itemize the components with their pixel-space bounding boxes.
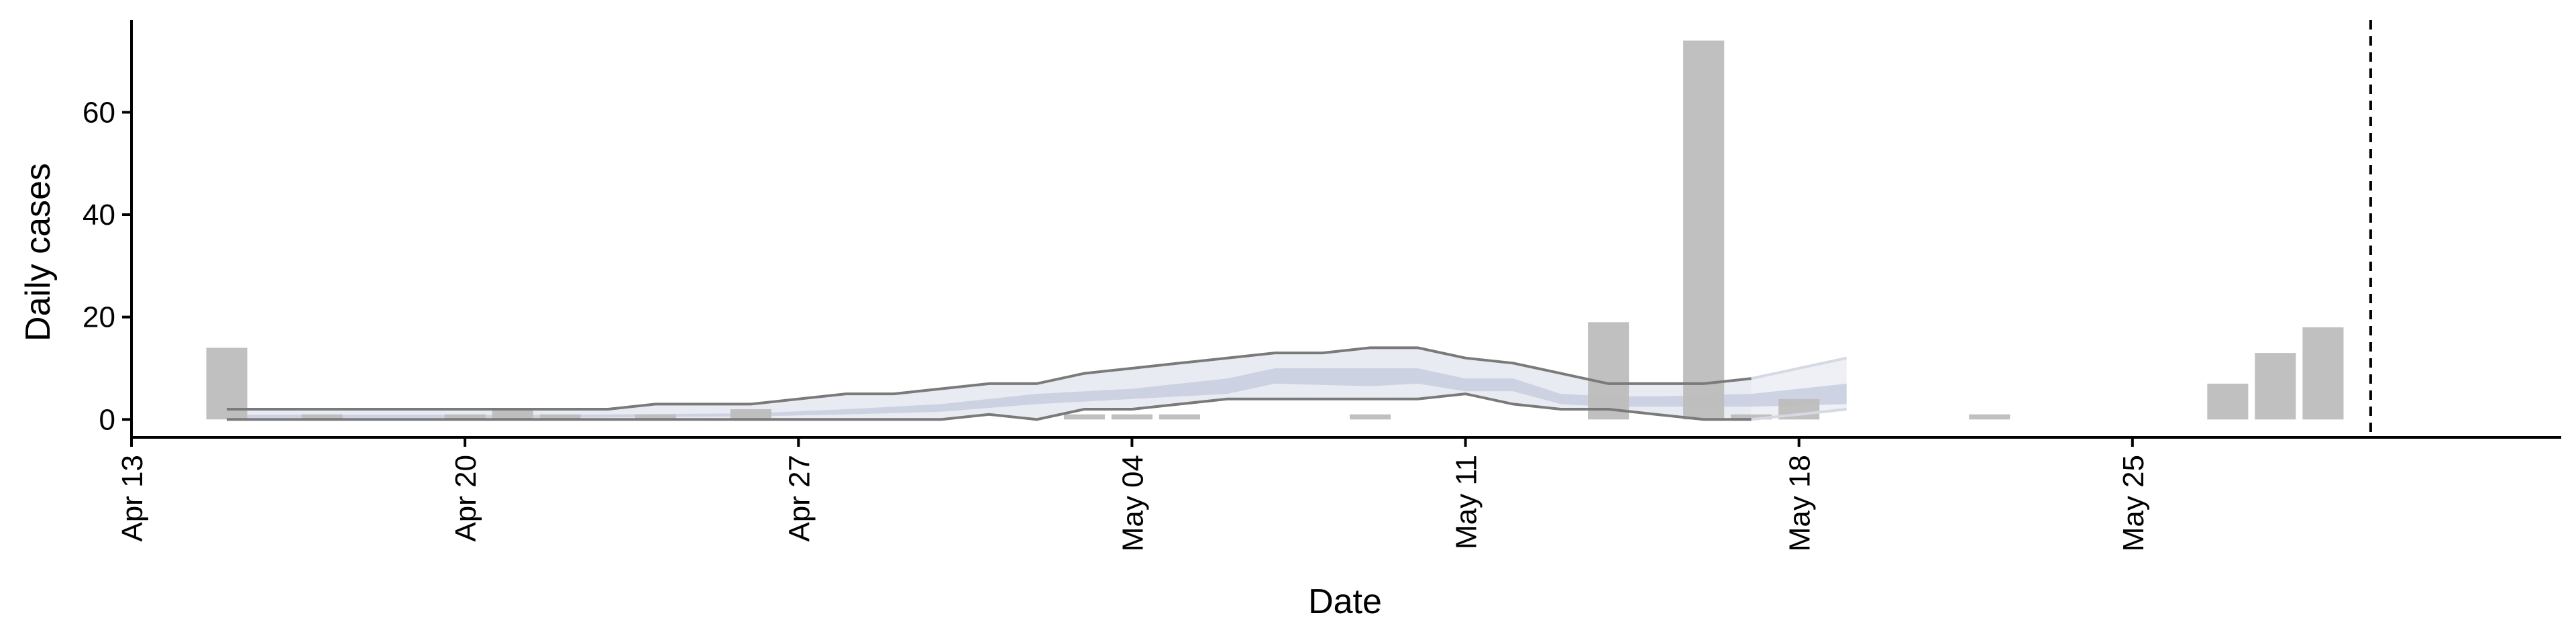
bar	[1350, 414, 1391, 420]
projection-upper-line	[1751, 356, 1847, 380]
x-tick-label: May 18	[1784, 455, 1817, 551]
estimate-bands	[227, 347, 1847, 420]
bar	[1111, 414, 1152, 420]
x-tick-label: Apr 13	[116, 455, 149, 542]
bar	[730, 409, 771, 420]
x-tick-label: Apr 20	[449, 455, 482, 542]
x-tick-label: Apr 27	[783, 455, 816, 542]
x-tick-label: May 04	[1116, 455, 1149, 551]
bar	[539, 414, 581, 420]
bar	[1063, 414, 1105, 420]
bar-series	[206, 40, 2344, 420]
outer-band	[227, 347, 1752, 420]
bar	[492, 409, 533, 420]
upper-boundary-line	[227, 346, 1752, 411]
y-tick-label: 60	[83, 96, 115, 129]
y-tick-label: 0	[99, 403, 115, 436]
lower-boundary-line	[227, 392, 1752, 421]
y-tick-label: 20	[83, 301, 115, 334]
bar	[1159, 414, 1200, 420]
x-tick-label: May 11	[1450, 455, 1483, 549]
inner-band	[227, 368, 1847, 418]
bar	[1588, 322, 1629, 420]
bar	[2302, 327, 2344, 420]
estimate-lines	[227, 346, 1847, 421]
bar	[444, 414, 486, 420]
bar	[2255, 353, 2296, 420]
bar	[635, 414, 676, 420]
bar	[2207, 383, 2249, 420]
x-axis-title: Date	[1308, 582, 1382, 621]
bar	[1683, 40, 1725, 420]
bar	[301, 414, 343, 420]
bar	[1969, 414, 2010, 420]
bar	[1731, 414, 1772, 420]
y-axis-title: Daily cases	[19, 163, 58, 341]
axes: 0 20 40 60 Apr 13 Apr 20 Apr 27 May 04 May 11 May…	[83, 20, 2561, 551]
y-tick-label: 40	[83, 199, 115, 231]
projection-lower-line	[1751, 408, 1847, 421]
bar	[206, 347, 248, 420]
x-tick-label: May 25	[2117, 455, 2150, 551]
